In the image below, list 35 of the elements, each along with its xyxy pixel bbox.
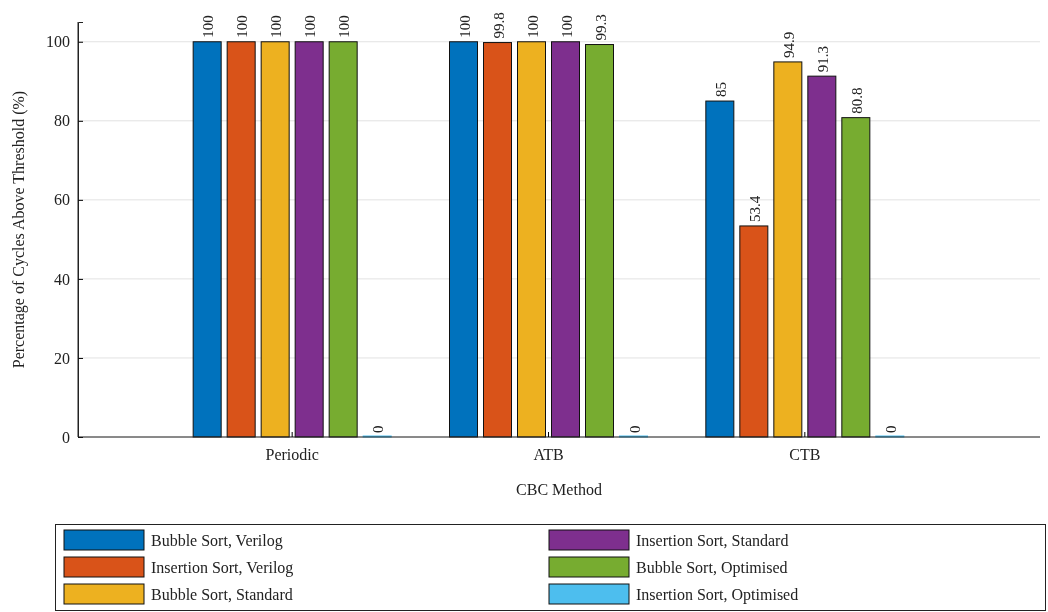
data-label: 53.4 xyxy=(746,195,763,222)
data-label: 85 xyxy=(712,82,729,98)
data-label: 0 xyxy=(626,425,643,433)
data-label: 100 xyxy=(558,15,575,38)
data-label: 99.3 xyxy=(592,14,609,41)
legend-label: Insertion Sort, Standard xyxy=(636,532,789,549)
legend-label: Bubble Sort, Optimised xyxy=(636,559,788,577)
data-label: 100 xyxy=(200,15,217,38)
data-label: 100 xyxy=(336,15,353,38)
y-tick-label: 0 xyxy=(62,428,70,446)
data-label: 99.8 xyxy=(490,12,507,39)
x-tick-label: CTB xyxy=(789,446,821,464)
y-tick-label: 20 xyxy=(54,349,70,367)
y-tick-label: 80 xyxy=(54,112,70,130)
x-tick-label: Periodic xyxy=(265,446,319,464)
data-label: 0 xyxy=(882,425,899,433)
data-label: 100 xyxy=(456,15,473,38)
data-label: 0 xyxy=(370,425,387,433)
y-tick-label: 100 xyxy=(46,33,70,51)
data-label: 80.8 xyxy=(848,87,865,114)
data-label: 100 xyxy=(234,15,251,38)
data-label: 100 xyxy=(524,15,541,38)
y-axis-title: Percentage of Cycles Above Threshold (%) xyxy=(10,90,28,369)
data-label: 94.9 xyxy=(780,31,797,58)
y-tick-label: 60 xyxy=(54,191,70,209)
x-axis-title: CBC Method xyxy=(516,481,602,498)
x-tick-label: ATB xyxy=(533,446,564,464)
legend-label: Bubble Sort, Standard xyxy=(151,586,293,603)
legend-label: Insertion Sort, Optimised xyxy=(636,586,799,604)
y-tick-label: 40 xyxy=(54,270,70,288)
data-label: 100 xyxy=(268,15,285,38)
data-label: 91.3 xyxy=(814,45,831,73)
data-label: 100 xyxy=(302,15,319,38)
legend-label: Insertion Sort, Verilog xyxy=(151,559,294,577)
legend-label: Bubble Sort, Verilog xyxy=(151,532,283,550)
